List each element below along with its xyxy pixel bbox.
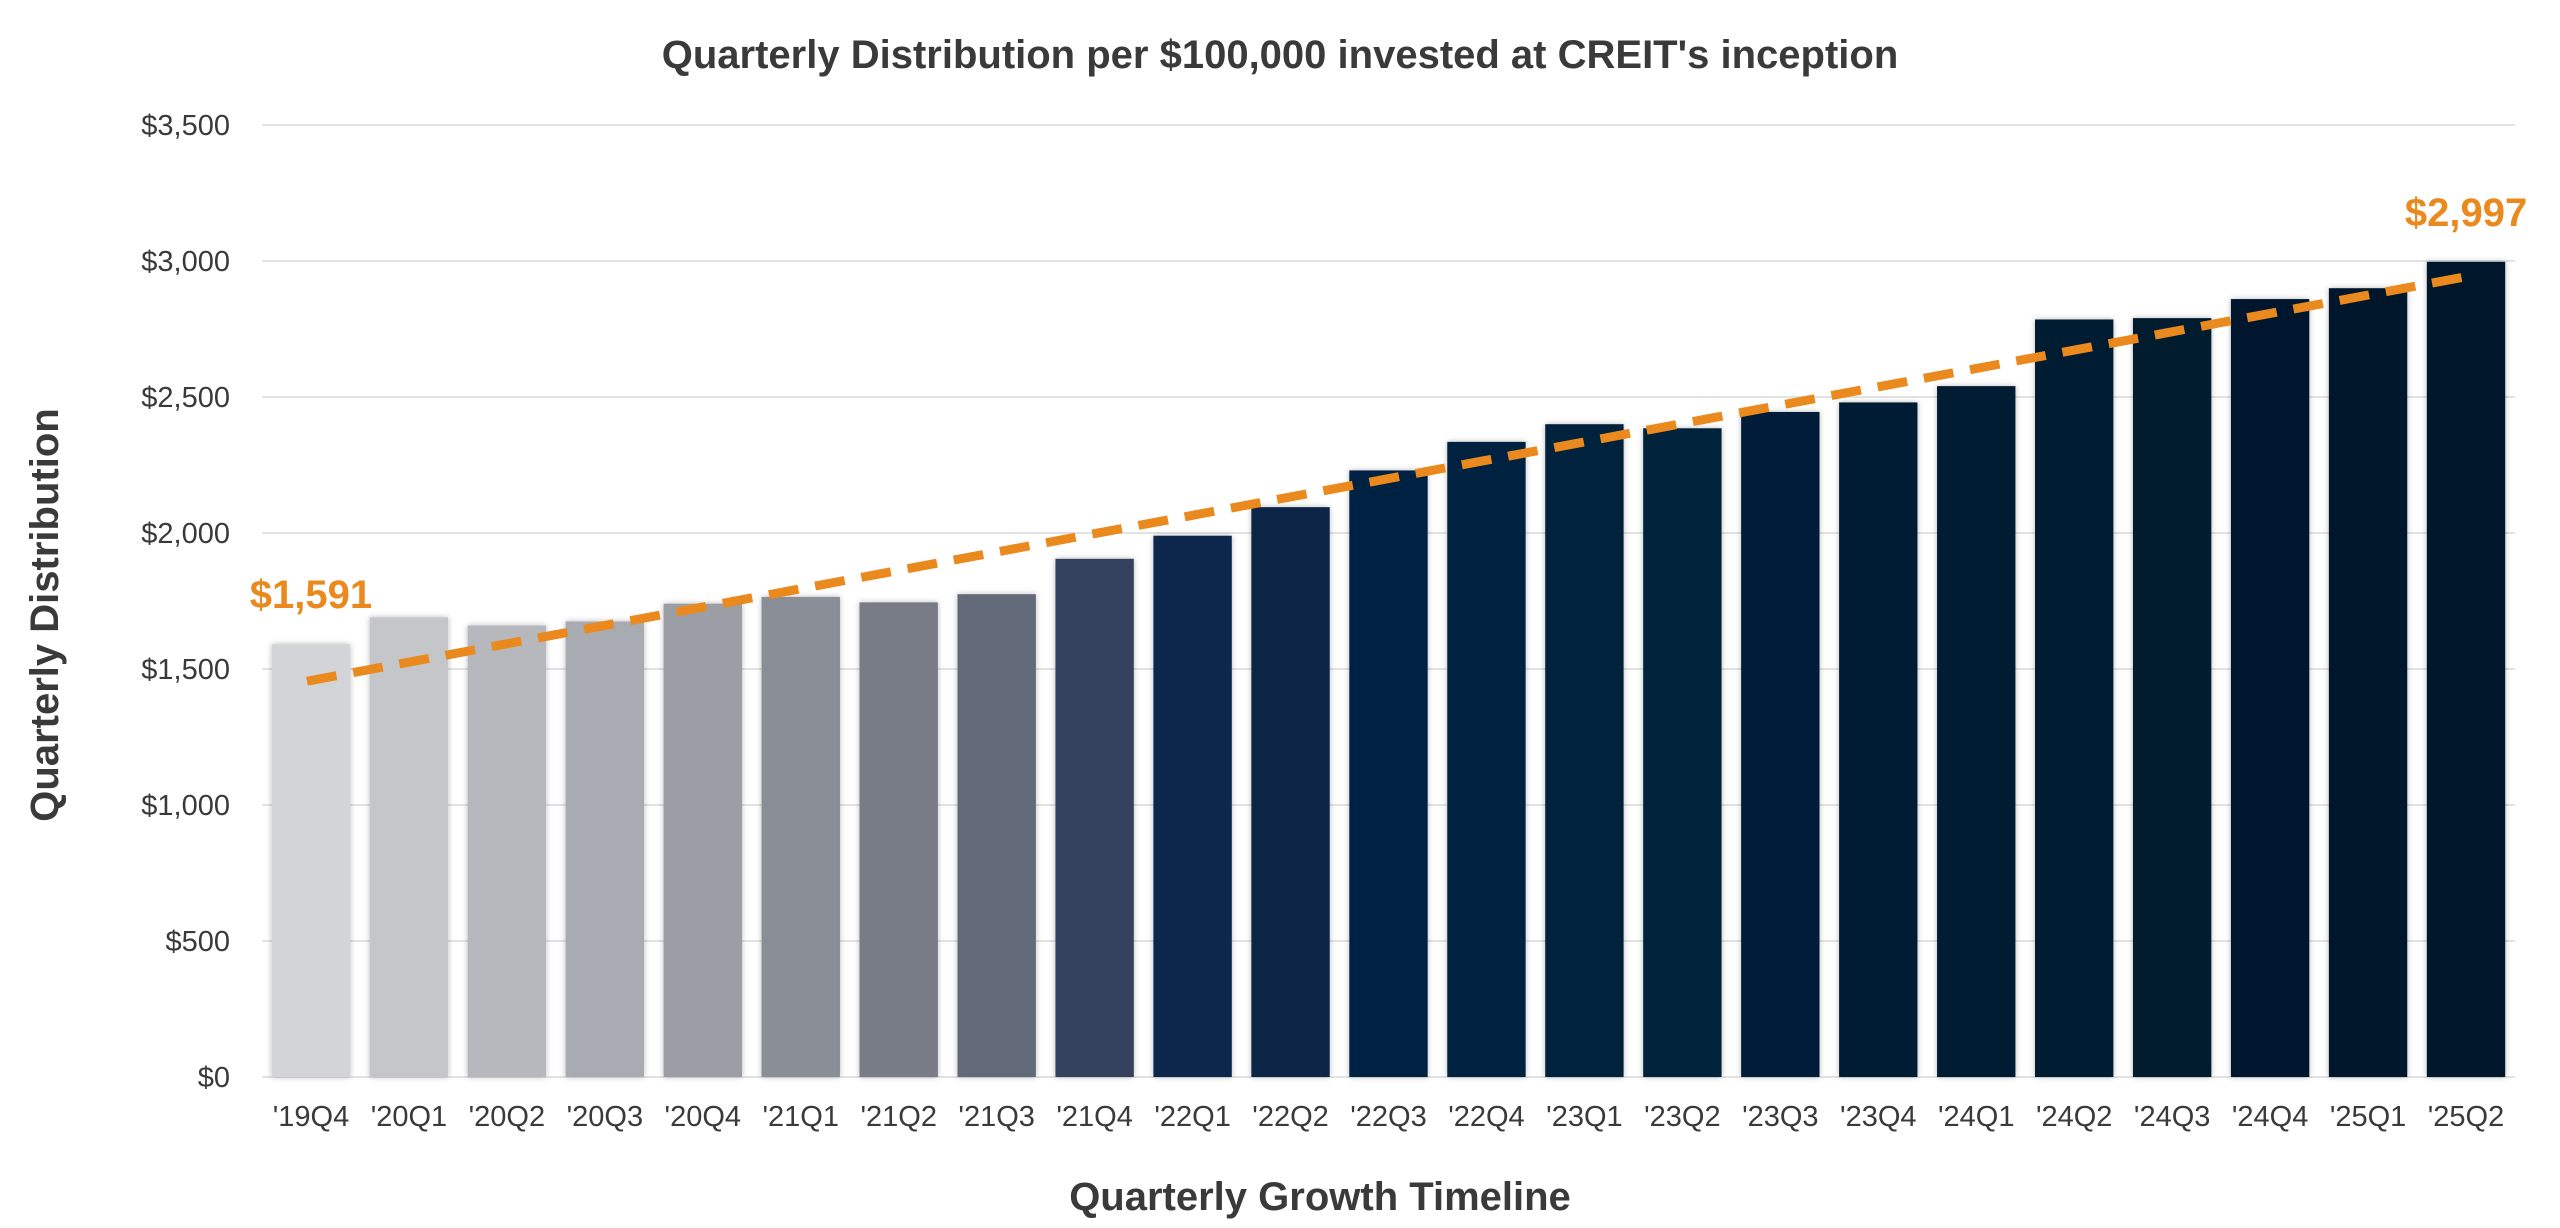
- x-tick-label: '21Q2: [860, 1101, 936, 1133]
- x-tick-label: '24Q1: [1938, 1101, 2014, 1133]
- bar: [2426, 261, 2506, 1077]
- y-tick-label: $2,500: [141, 382, 230, 414]
- x-tick-label: '24Q4: [2232, 1101, 2308, 1133]
- bar: [565, 621, 645, 1077]
- y-tick-label: $3,000: [141, 246, 230, 278]
- x-tick-label: '25Q2: [2428, 1101, 2504, 1133]
- x-tick-label: '22Q2: [1252, 1101, 1328, 1133]
- x-tick-label: '20Q3: [567, 1101, 643, 1133]
- bar: [1741, 411, 1820, 1078]
- x-tick-label: '20Q2: [469, 1101, 545, 1133]
- y-axis-label: Quarterly Distribution: [23, 408, 67, 821]
- chart-title: Quarterly Distribution per $100,000 inve…: [662, 33, 1899, 77]
- x-tick-label: '20Q1: [371, 1101, 447, 1133]
- y-axis-ticks: $0 $500 $1,000 $1,500 $2,000 $2,500 $3,000 $3,5…: [141, 110, 230, 1094]
- bars: [271, 261, 2506, 1078]
- trendline-group: [306, 271, 2471, 686]
- bar: [1251, 507, 1330, 1077]
- bar: [369, 617, 449, 1077]
- bar: [2230, 299, 2310, 1078]
- x-tick-label: '25Q1: [2330, 1101, 2406, 1133]
- bar: [2328, 288, 2408, 1077]
- bar: [663, 603, 742, 1077]
- x-tick-label: '22Q4: [1448, 1101, 1524, 1133]
- x-axis-ticks: '19Q4 '20Q1 '20Q2 '20Q3 '20Q4 '21Q1 '21Q2 '21Q3…: [273, 1101, 2505, 1133]
- bar: [1839, 402, 1918, 1077]
- y-tick-label: $500: [165, 926, 230, 958]
- bar: [2132, 318, 2212, 1077]
- bar: [1153, 535, 1232, 1077]
- bar: [1447, 441, 1526, 1077]
- x-axis-label: Quarterly Growth Timeline: [1069, 1175, 1571, 1219]
- x-tick-label: '23Q3: [1742, 1101, 1818, 1133]
- bar: [1643, 428, 1722, 1077]
- trendline: [306, 271, 2471, 686]
- x-tick-label: '19Q4: [273, 1101, 349, 1133]
- x-tick-label: '22Q1: [1154, 1101, 1230, 1133]
- x-tick-label: '23Q2: [1644, 1101, 1720, 1133]
- x-tick-label: '23Q4: [1840, 1101, 1916, 1133]
- x-tick-label: '24Q2: [2036, 1101, 2112, 1133]
- bar: [467, 625, 547, 1077]
- x-tick-label: '21Q1: [763, 1101, 839, 1133]
- bar: [859, 602, 938, 1077]
- bar: [2035, 319, 2114, 1078]
- x-tick-label: '21Q3: [958, 1101, 1034, 1133]
- bar: [1937, 386, 2016, 1077]
- x-tick-label: '20Q4: [665, 1101, 741, 1133]
- value-annotation: $2,997: [2405, 191, 2527, 235]
- x-tick-label: '23Q1: [1546, 1101, 1622, 1133]
- bar: [1055, 558, 1134, 1077]
- x-tick-label: '22Q3: [1350, 1101, 1426, 1133]
- x-tick-label: '24Q3: [2134, 1101, 2210, 1133]
- annotations: $1,591 $2,997: [250, 191, 2527, 617]
- bar: [761, 596, 840, 1077]
- y-tick-label: $2,000: [141, 518, 230, 550]
- bar: [957, 594, 1036, 1077]
- x-tick-label: '21Q4: [1056, 1101, 1132, 1133]
- y-tick-label: $1,500: [141, 654, 230, 686]
- bar: [1545, 424, 1624, 1077]
- y-tick-label: $1,000: [141, 790, 230, 822]
- bar: [1349, 470, 1428, 1077]
- bar: [271, 644, 351, 1077]
- y-tick-label: $0: [198, 1062, 230, 1094]
- value-annotation: $1,591: [250, 573, 372, 617]
- y-tick-label: $3,500: [141, 110, 230, 142]
